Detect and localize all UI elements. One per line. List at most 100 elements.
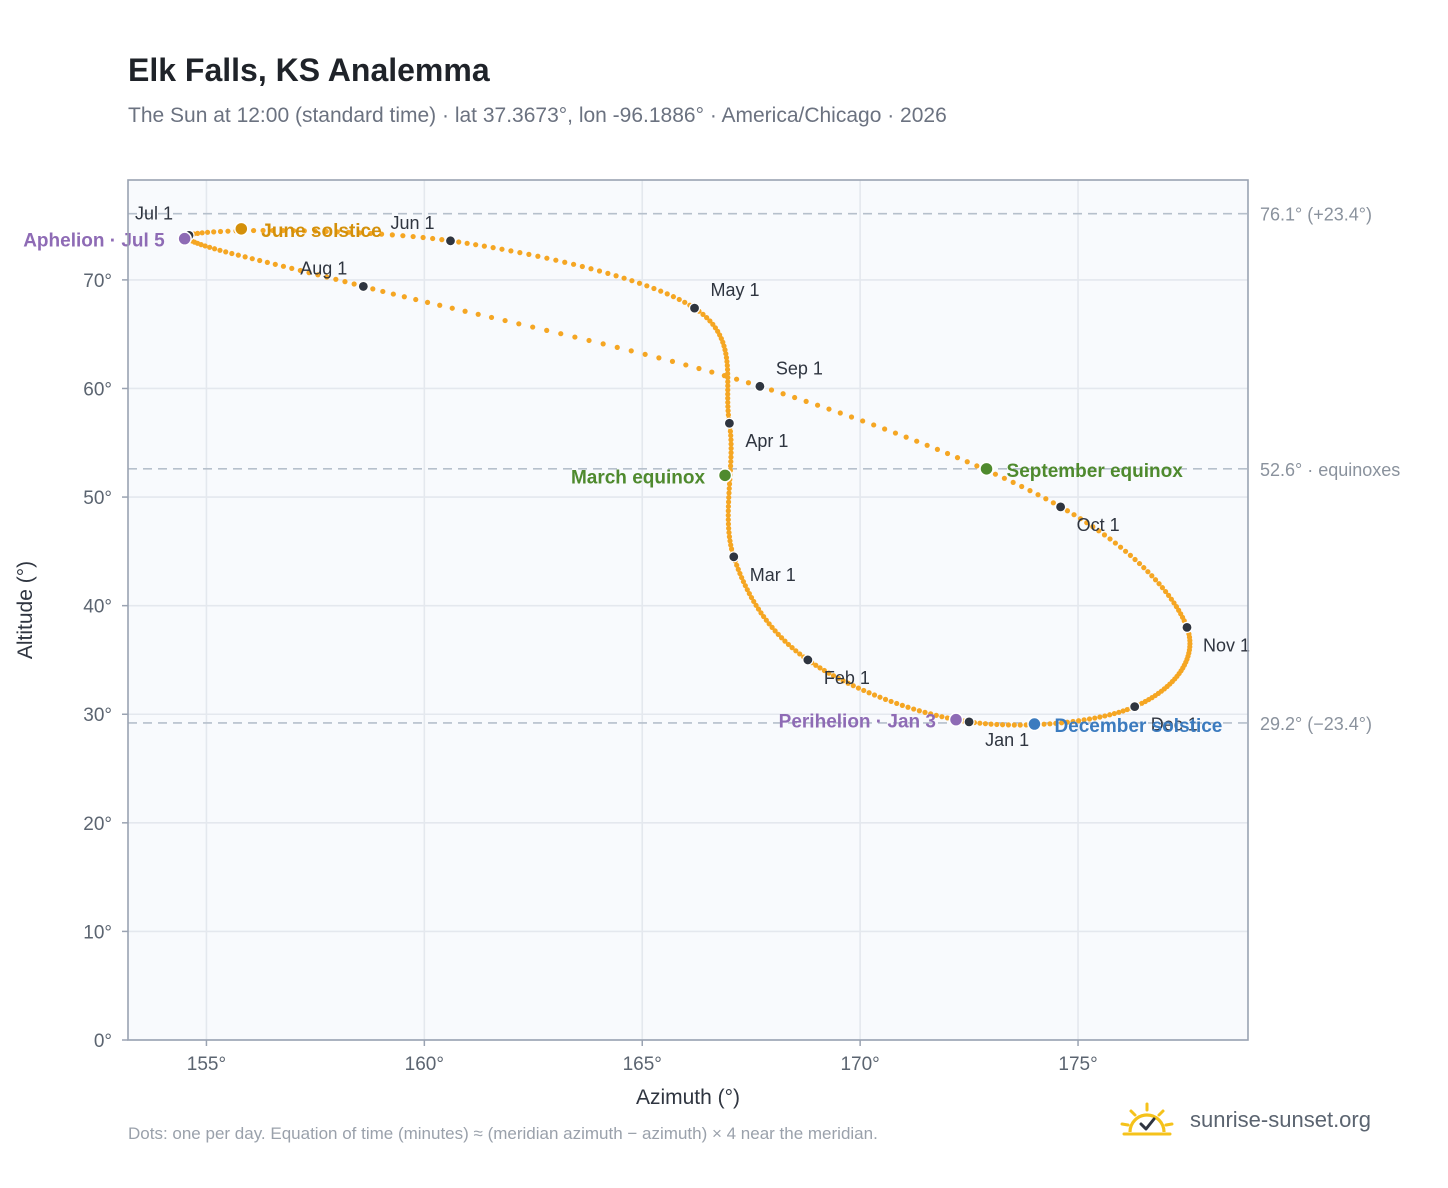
daily-sun-dot [725,403,731,410]
daily-sun-dot [1136,560,1143,567]
event-marker [717,468,733,483]
daily-sun-dot [378,231,385,237]
daily-sun-dot [726,529,732,536]
daily-sun-dot [850,683,856,689]
daily-sun-dot [682,299,688,305]
daily-sun-dot [211,229,217,235]
event-marker [234,221,249,237]
daily-sun-dot [721,373,727,379]
daily-sun-dot [1165,592,1172,598]
daily-sun-dot [217,247,223,253]
daily-sun-dot [1001,475,1007,481]
event-label: September equinox [1007,461,1184,482]
daily-sun-dot [312,228,318,234]
daily-sun-dot [728,458,734,465]
daily-sun-dot [250,227,257,234]
daily-sun-dot [1097,714,1103,720]
daily-sun-dot [1050,500,1056,506]
daily-sun-dot [751,598,757,605]
event-marker [1027,716,1042,732]
daily-sun-dot [291,228,297,234]
daily-sun-dot [488,314,495,321]
daily-sun-dot [280,263,287,269]
daily-sun-dot [769,624,775,630]
daily-sun-dot [725,391,731,397]
y-tick-label: 0° [94,1031,112,1052]
x-tick-label: 155° [187,1054,226,1075]
month-marker [723,417,736,429]
daily-sun-dot [553,257,559,263]
daily-sun-dot [481,243,487,249]
daily-sun-dot [211,246,218,252]
daily-sun-dot [860,418,866,424]
daily-sun-dot [669,358,676,364]
month-label: Feb 1 [824,668,870,688]
daily-sun-dot [1112,540,1118,546]
month-label: Aug 1 [300,258,347,278]
daily-sun-dot [357,230,363,236]
month-marker [357,280,369,293]
daily-sun-dot [726,525,732,531]
daily-sun-dot [882,696,889,702]
month-label: Mar 1 [750,565,796,585]
daily-sun-dot [944,715,951,721]
daily-sun-dot [848,414,855,420]
daily-sun-dot [257,257,263,264]
daily-sun-dot [772,628,778,634]
daily-sun-dot [778,635,785,641]
daily-sun-dot [899,702,905,708]
daily-sun-dot [1127,552,1134,558]
daily-sun-dot [658,288,664,294]
daily-sun-dot [389,232,395,238]
daily-sun-dot [755,606,762,612]
daily-sun-dot [977,720,983,726]
daily-sun-dot [763,617,769,623]
daily-sun-dot [814,402,821,408]
daily-sun-dot [728,463,734,469]
daily-sun-dot [530,324,536,330]
daily-sun-dot [725,383,731,389]
brand-logo[interactable]: sunrise-sunset.org [1120,1102,1371,1138]
daily-sun-dot [217,228,224,235]
daily-sun-dot [780,391,786,397]
daily-sun-dot [1162,588,1169,595]
daily-sun-dot [1077,516,1084,522]
daily-sun-dot [726,481,733,487]
daily-sun-dot [748,594,755,601]
reference-line-label: 29.2° (−23.4°) [1260,714,1372,734]
daily-sun-dot [726,534,733,540]
daily-sun-dot [1145,569,1151,575]
daily-sun-dot [579,263,585,270]
daily-sun-dot [728,450,734,456]
y-tick-label: 20° [83,814,112,835]
daily-sun-dot [368,230,374,237]
daily-sun-dot [202,243,208,249]
daily-sun-dot [499,246,505,252]
month-label: Oct 1 [1077,515,1120,535]
y-tick-label: 50° [83,488,112,509]
sun-check-icon [1120,1102,1174,1136]
daily-sun-dot [745,380,752,386]
daily-sun-dot [516,321,522,327]
reference-line-label: 52.6° · equinoxes [1260,460,1400,480]
daily-sun-dot [199,230,205,236]
daily-sun-dot [723,351,729,357]
daily-sun-dot [1168,596,1174,602]
daily-sun-dot [1086,716,1093,722]
daily-sun-dot [462,308,468,314]
x-axis-label: Azimuth (°) [636,1086,740,1109]
daily-sun-dot [207,244,213,250]
daily-sun-dot [390,291,396,297]
daily-sun-dot [1005,722,1012,728]
daily-sun-dot [826,406,832,412]
daily-sun-dot [1064,508,1071,514]
daily-sun-dot [588,266,594,272]
daily-sun-dot [888,698,894,705]
daily-sun-dot [225,228,231,234]
daily-sun-dot [683,362,689,368]
daily-sun-dot [621,275,627,281]
daily-sun-dot [242,254,248,260]
daily-sun-dot [401,294,407,300]
daily-sun-dot [315,272,321,278]
